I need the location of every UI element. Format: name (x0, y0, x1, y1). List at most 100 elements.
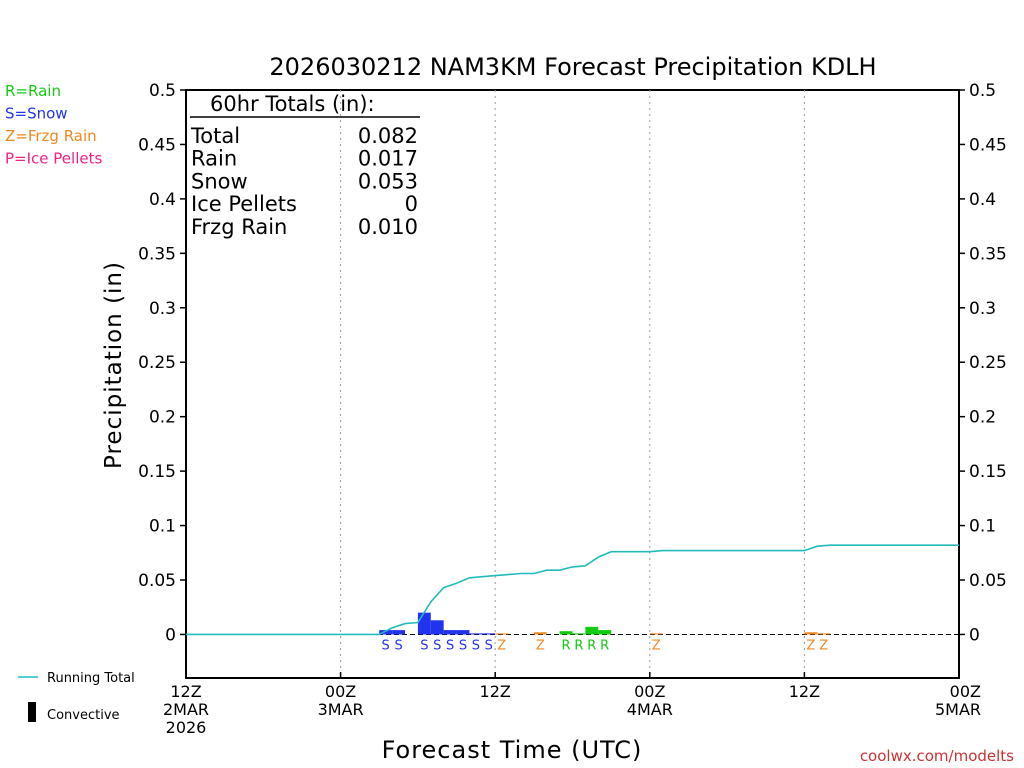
x-tick-label: 00Z (325, 682, 356, 701)
precip-bar (456, 630, 470, 635)
y-tick-label-left: 0.2 (149, 408, 176, 428)
precip-type-marker: R (600, 638, 609, 653)
precip-type-marker: S (433, 638, 441, 653)
totals-header: 60hr Totals (in): (210, 92, 375, 116)
precip-bar (572, 633, 586, 635)
y-tick-label-left: 0.1 (149, 517, 176, 537)
precip-bars (379, 612, 831, 635)
y-tick-label-right: 0.1 (969, 517, 996, 537)
totals-row-value: 0.082 (358, 124, 418, 148)
y-tick-label-left: 0 (165, 625, 176, 645)
y-tick-label-right: 0.5 (969, 81, 996, 101)
x-tick-label: 00Z (634, 682, 665, 701)
precip-type-marker: S (472, 638, 480, 653)
y-tick-label-left: 0.5 (149, 81, 176, 101)
legend-ice-pellets: P=Ice Pellets (5, 150, 102, 168)
precip-type-marker: S (459, 638, 467, 653)
y-tick-label-right: 0.35 (969, 244, 1007, 264)
totals-row-label: Total (190, 124, 240, 148)
credit-text: coolwx.com/modelts (860, 747, 1014, 765)
precip-type-marker: S (394, 638, 402, 653)
y-tick-label-right: 0.25 (969, 353, 1007, 373)
precip-type-marker: Z (806, 638, 815, 653)
x-tick-label: 5MAR (935, 700, 981, 719)
running-total-legend: Running Total (18, 671, 135, 686)
precip-bar (817, 633, 831, 635)
precip-bar (804, 632, 818, 635)
y-tick-label-right: 0.2 (969, 408, 996, 428)
legend-freezing-rain: Z=Frzg Rain (5, 127, 97, 145)
x-axis-label: Forecast Time (UTC) (382, 736, 643, 764)
precip-type-marker: S (420, 638, 428, 653)
precip-bar (430, 620, 444, 635)
precip-bar (482, 633, 496, 635)
y-tick-label-left: 0.05 (138, 571, 176, 591)
precip-bar (598, 630, 612, 635)
y-axis-label: Precipitation (in) (101, 261, 127, 469)
y-tick-label-left: 0.4 (149, 190, 176, 210)
convective-legend: Convective (28, 702, 120, 723)
x-tick-label: 12Z (170, 682, 201, 701)
totals-row-label: Frzg Rain (191, 215, 287, 239)
y-tick-label-right: 0.05 (969, 571, 1007, 591)
precip-bar (417, 612, 431, 635)
precip-type-legend: R=Rain S=Snow Z=Frzg Rain P=Ice Pellets (5, 82, 102, 168)
precip-type-marker: Z (819, 638, 828, 653)
y-tick-label-right: 0.15 (969, 462, 1007, 482)
chart-title: 2026030212 NAM3KM Forecast Precipitation… (269, 53, 876, 81)
totals-row-value: 0.010 (358, 215, 418, 239)
precip-type-marker: R (587, 638, 596, 653)
vertical-gridlines (340, 90, 805, 678)
running-total-line (186, 544, 959, 636)
convective-swatch (28, 702, 36, 722)
totals-row-value: 0.053 (358, 169, 418, 193)
y-tick-label-right: 0.4 (969, 190, 996, 210)
precip-bar (495, 633, 509, 635)
x-tick-label: 00Z (950, 682, 981, 701)
convective-legend-label: Convective (47, 708, 120, 723)
x-tick-label: 3MAR (318, 700, 364, 719)
x-tick-label: 12Z (480, 682, 511, 701)
x-tick-label: 4MAR (627, 700, 673, 719)
totals-row-value: 0.017 (358, 147, 418, 171)
y-tick-label-right: 0 (969, 625, 980, 645)
y-tick-label-left: 0.15 (138, 462, 176, 482)
precip-type-marker: R (562, 638, 571, 653)
y-tick-label-right: 0.45 (969, 135, 1007, 155)
precip-bar (649, 633, 663, 635)
totals-row-label: Rain (191, 147, 237, 171)
legend-snow: S=Snow (5, 105, 68, 123)
y-tick-label-right: 0.3 (969, 299, 996, 319)
precip-bar (559, 631, 573, 635)
precip-bar (392, 630, 406, 635)
precip-bar (533, 632, 547, 635)
precip-type-marker: Z (536, 638, 545, 653)
totals-rows: Total 0.082 Rain 0.017 Snow 0.053 Ice Pellets 0… (190, 124, 418, 239)
y-tick-label-left: 0.35 (138, 244, 176, 264)
totals-row-label: Snow (191, 169, 248, 193)
y-axis-ticks: 0 0 0.05 0.05 0.1 0.1 0.15 0.15 0.2 0.2 0.25 0.25 0.… (138, 81, 1007, 645)
precip-bar (469, 633, 483, 635)
totals-row-label: Ice Pellets (191, 192, 297, 216)
precip-type-marker: S (446, 638, 454, 653)
x-tick-label: 2MAR (163, 700, 209, 719)
x-tick-label: 2026 (166, 718, 207, 737)
precip-type-marker: Z (652, 638, 661, 653)
precip-type-marker: S (382, 638, 390, 653)
totals-box: 60hr Totals (in): (190, 92, 420, 118)
x-tick-label: 12Z (789, 682, 820, 701)
plot-frame (185, 89, 960, 679)
precip-type-marker: R (574, 638, 583, 653)
y-tick-label-left: 0.45 (138, 135, 176, 155)
totals-row-value: 0 (405, 192, 418, 216)
legend-rain: R=Rain (5, 82, 61, 100)
precip-bar (585, 626, 599, 635)
y-tick-label-left: 0.3 (149, 299, 176, 319)
precip-type-marker: S (485, 638, 493, 653)
precip-type-marker: Z (497, 638, 506, 653)
y-tick-label-left: 0.25 (138, 353, 176, 373)
precip-bar (379, 630, 393, 635)
